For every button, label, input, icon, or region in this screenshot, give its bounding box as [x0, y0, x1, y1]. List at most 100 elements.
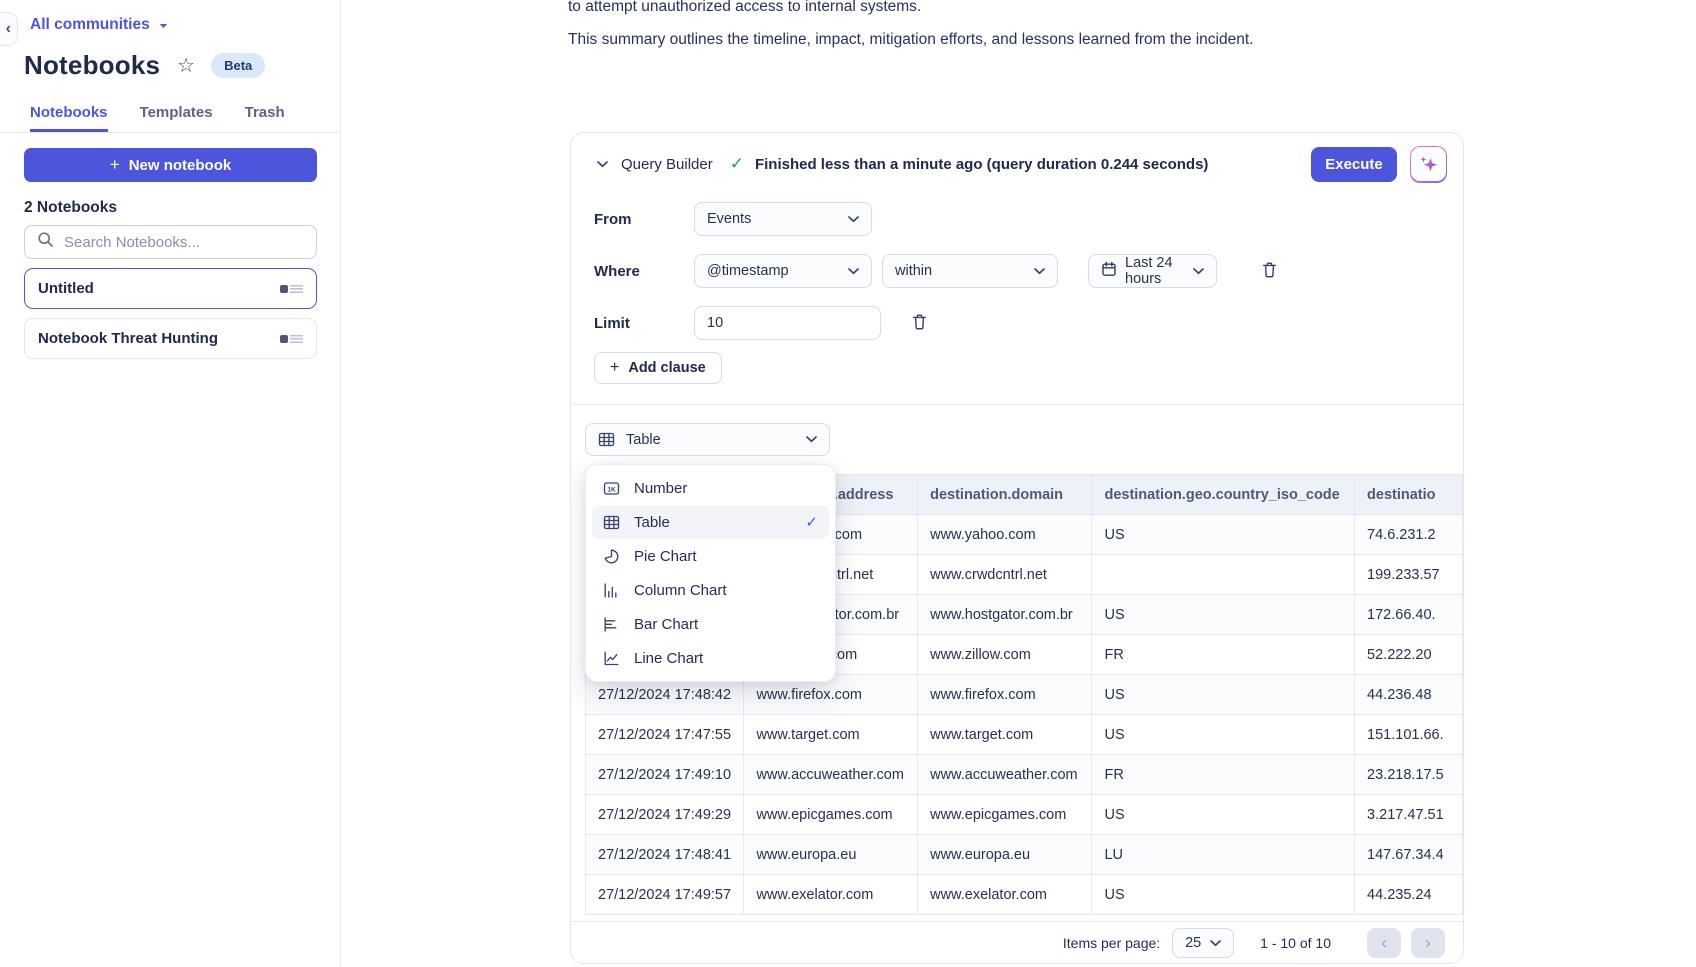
next-page-button[interactable]: ›: [1411, 927, 1445, 958]
viz-option-label: Pie Chart: [634, 547, 697, 565]
table-cell: www.exelator.com: [917, 874, 1093, 915]
sidebar-collapse-button[interactable]: ‹: [0, 12, 18, 46]
column-header[interactable]: destination.geo.country_iso_code: [1091, 474, 1356, 515]
chevron-down-icon: [806, 436, 817, 443]
visualization-type-select[interactable]: Table: [585, 423, 830, 456]
chevron-down-icon: [848, 215, 859, 223]
table-icon: [598, 431, 615, 448]
table-row: 27/12/2024 17:48:42 www.firefox.com www.fi…: [585, 674, 1463, 715]
table-icon: [603, 514, 620, 531]
limit-clause-row: Limit: [594, 306, 930, 340]
from-source-select[interactable]: Events: [694, 202, 872, 236]
where-label: Where: [594, 262, 640, 280]
time-range-select[interactable]: Last 24 hours: [1088, 254, 1217, 288]
column-header[interactable]: destination.domain: [917, 474, 1093, 515]
viz-option-column-chart[interactable]: Column Chart: [592, 573, 829, 607]
table-cell: www.firefox.com: [917, 674, 1093, 715]
table-row: 27/12/2024 17:48:41 www.europa.eu www.euro…: [585, 834, 1463, 875]
new-notebook-button[interactable]: + New notebook: [24, 148, 317, 182]
table-cell: 27/12/2024 17:49:10: [585, 754, 745, 795]
trash-icon: [911, 313, 928, 334]
where-operator-select[interactable]: within: [882, 254, 1058, 288]
column-header[interactable]: destinatio: [1354, 474, 1463, 515]
sidebar: ‹ All communities Notebooks ☆ Beta Noteb…: [0, 0, 341, 967]
previous-page-button[interactable]: ‹: [1367, 927, 1401, 958]
success-check-icon: ✓: [729, 154, 744, 173]
viz-option-number[interactable]: 1K Number: [592, 471, 829, 505]
from-clause-row: From Events: [594, 202, 872, 236]
table-cell: www.target.com: [917, 714, 1093, 755]
pagination-bar: Items per page: 25 1 - 10 of 10 ‹ ›: [571, 921, 1463, 963]
tab-templates[interactable]: Templates: [139, 103, 213, 121]
divider: [571, 404, 1463, 405]
table-cell: www.hostgator.com.br: [917, 594, 1093, 635]
delete-where-clause-button[interactable]: [1259, 259, 1280, 284]
table-row: 27/12/2024 17:49:10 www.accuweather.com ww…: [585, 754, 1463, 795]
viz-option-bar-chart[interactable]: Bar Chart: [592, 607, 829, 641]
chevron-down-icon: [1210, 935, 1222, 951]
page-title: Notebooks: [24, 50, 161, 80]
new-notebook-label: New notebook: [128, 156, 232, 174]
notebook-paragraph: This summary outlines the timeline, impa…: [568, 31, 1254, 48]
delete-limit-clause-button[interactable]: [909, 311, 930, 336]
community-selector[interactable]: All communities: [30, 16, 168, 34]
table-cell: 52.222.20: [1354, 634, 1463, 675]
table-cell: 27/12/2024 17:49:57: [585, 874, 745, 915]
items-per-page-label: Items per page:: [1062, 934, 1161, 951]
table-cell: FR: [1091, 634, 1356, 675]
add-clause-button[interactable]: + Add clause: [594, 352, 722, 384]
search-icon: [37, 231, 54, 253]
items-per-page-select[interactable]: 25: [1172, 927, 1235, 958]
number-icon: 1K: [603, 480, 620, 497]
viz-option-table[interactable]: Table ✓: [592, 505, 829, 539]
viz-option-label: Table: [634, 513, 670, 531]
table-cell: US: [1091, 714, 1356, 755]
table-cell: 74.6.231.2: [1354, 514, 1463, 555]
line-chart-icon: [603, 650, 620, 667]
table-cell: www.accuweather.com: [743, 754, 919, 795]
query-builder-card: Query Builder ✓ Finished less than a min…: [570, 132, 1464, 964]
viz-option-label: Line Chart: [634, 649, 704, 667]
search-input[interactable]: [64, 233, 304, 251]
notebook-paragraph: to attempt unauthorized access to intern…: [568, 0, 922, 15]
caret-down-icon: [159, 16, 168, 34]
viz-option-label: Bar Chart: [634, 615, 699, 633]
tab-trash[interactable]: Trash: [244, 103, 285, 121]
query-status-text: Finished less than a minute ago (query d…: [754, 155, 1209, 173]
plus-icon: +: [610, 359, 620, 376]
favorite-star-icon[interactable]: ☆: [177, 54, 196, 77]
table-cell: 23.218.17.5: [1354, 754, 1463, 795]
limit-input[interactable]: [694, 306, 881, 340]
visualization-dropdown-menu: 1K Number Table ✓ Pie Chart Column Chart Bar C…: [585, 464, 836, 682]
query-builder-title: Query Builder: [621, 155, 713, 173]
table-row: 27/12/2024 17:49:57 www.exelator.com www.e…: [585, 874, 1463, 915]
viz-option-label: Number: [634, 479, 688, 497]
table-cell: www.target.com: [743, 714, 919, 755]
sidebar-tabs: Notebooks Templates Trash: [0, 95, 340, 133]
viz-option-line-chart[interactable]: Line Chart: [592, 641, 829, 675]
chevron-down-icon: [848, 267, 859, 275]
table-cell: FR: [1091, 754, 1356, 795]
viz-option-pie-chart[interactable]: Pie Chart: [592, 539, 829, 573]
execute-button[interactable]: Execute: [1311, 146, 1397, 182]
where-field-select[interactable]: @timestamp: [694, 254, 872, 288]
plus-icon: +: [109, 155, 120, 174]
notebook-name: Untitled: [38, 280, 94, 297]
notebook-card[interactable]: Untitled: [24, 268, 317, 309]
ai-assistant-button[interactable]: [1410, 145, 1447, 183]
sparkle-icon: [1411, 146, 1446, 182]
time-range-value: Last 24 hours: [1125, 255, 1173, 287]
notebook-card[interactable]: Notebook Threat Hunting: [24, 318, 317, 359]
check-icon: ✓: [805, 514, 818, 531]
table-cell: 172.66.40.: [1354, 594, 1463, 635]
tab-notebooks[interactable]: Notebooks: [30, 95, 108, 132]
visualization-type-value: Table: [626, 431, 661, 448]
table-cell: [1091, 554, 1356, 595]
community-selector-label: All communities: [30, 16, 150, 33]
calendar-icon: [1101, 261, 1117, 281]
table-cell: 44.236.48: [1354, 674, 1463, 715]
table-cell: 27/12/2024 17:49:29: [585, 794, 745, 835]
from-label: From: [594, 210, 632, 228]
table-cell: www.accuweather.com: [917, 754, 1093, 795]
collapse-chevron-icon[interactable]: [597, 160, 608, 168]
